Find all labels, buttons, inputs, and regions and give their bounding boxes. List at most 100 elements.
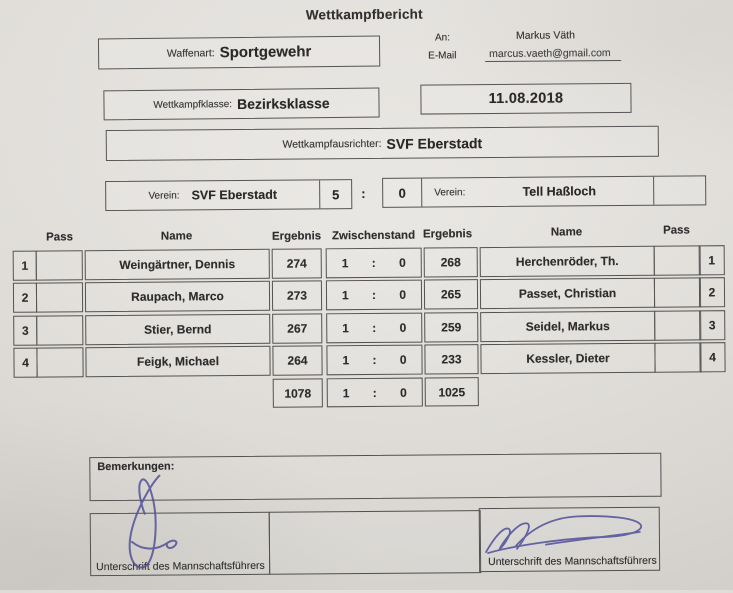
col-header-name-left: Name (160, 230, 193, 243)
intermediate-home: 1 (341, 256, 349, 271)
total-intermediate-score: 1 : 0 (326, 377, 423, 408)
result-left: 264 (272, 345, 323, 376)
bemerkungen-box: Bemerkungen: (89, 452, 662, 502)
recipient-an-value: Markus Väth (515, 29, 575, 42)
waffenart-label: Waffenart: (166, 46, 215, 60)
bemerkungen-label: Bemerkungen: (97, 460, 175, 474)
away-verein-label: Verein: (434, 186, 466, 198)
result-left: 274 (271, 248, 322, 279)
col-header-pass-left: Pass (46, 231, 74, 244)
pass-cell-left (35, 347, 84, 378)
intermediate-away: 0 (399, 320, 407, 335)
table-row: 3 Stier, Bernd 267 1 : 0 259 Seidel, Mar… (0, 310, 733, 346)
row-number-right: 4 (699, 342, 726, 373)
intermediate-score: 1 : 0 (325, 247, 422, 279)
ausrichter-box: Wettkampfausrichter: SVF Eberstadt (105, 125, 659, 162)
shooter-name-right: Passet, Christian (479, 277, 656, 310)
result-left: 273 (271, 280, 323, 311)
away-team-name: Tell Haßloch (522, 184, 597, 199)
col-header-zwischenstand: Zwischenstand (331, 229, 416, 243)
ausrichter-label: Wettkampfausrichter: (282, 137, 382, 151)
date-value: 11.08.2018 (488, 90, 564, 108)
intermediate-home: 1 (342, 385, 350, 400)
col-header-pass-right: Pass (663, 224, 690, 237)
away-score: 0 (398, 185, 406, 201)
shooter-name-left: Raupach, Marco (84, 280, 271, 313)
intermediate-away: 0 (399, 352, 407, 367)
intermediate-colon: : (371, 255, 376, 270)
total-result-left: 1078 (272, 378, 323, 408)
intermediate-colon: : (372, 320, 377, 335)
wettkampfklasse-box: Wettkampfklasse: Bezirksklasse (103, 87, 380, 121)
pass-cell-right (653, 245, 701, 276)
home-verein-box: Verein: SVF Eberstadt 5 (105, 179, 353, 212)
col-header-ergebnis-left: Ergebnis (271, 230, 322, 243)
recipient-email-value: marcus.vaeth@gmail.com (485, 46, 621, 63)
col-header-name-right: Name (550, 226, 583, 239)
row-number-left: 3 (13, 315, 38, 346)
intermediate-score: 1 : 0 (325, 279, 423, 311)
row-number-right: 2 (698, 277, 726, 308)
waffenart-value: Sportgewehr (219, 43, 312, 62)
pass-cell-left (35, 282, 83, 313)
result-right: 233 (424, 344, 479, 375)
pass-cell-right (653, 342, 702, 373)
intermediate-away: 0 (399, 255, 406, 270)
home-score: 5 (332, 186, 340, 202)
ausrichter-value: SVF Eberstadt (386, 134, 483, 152)
wettkampfklasse-value: Bezirksklasse (236, 95, 330, 113)
intermediate-home: 1 (342, 353, 350, 368)
signature-box-left: Unterschrift des Mannschaftsführers (89, 511, 271, 577)
recipient-email-label: E-Mail (428, 50, 457, 62)
score-colon: : (361, 186, 366, 202)
shooter-name-right: Kessler, Dieter (480, 342, 656, 375)
signature-box-right: Unterschrift des Mannschaftsführers (478, 506, 661, 573)
away-empty-cell (653, 176, 706, 205)
wettkampfklasse-label: Wettkampfklasse: (153, 98, 233, 111)
shooter-name-left: Feigk, Michael (85, 345, 271, 378)
page-title: Wettkampfbericht (305, 6, 423, 23)
shooter-name-right: Seidel, Markus (480, 310, 656, 343)
home-verein-label: Verein: (148, 189, 180, 202)
date-box: 11.08.2018 (420, 82, 632, 115)
row-number-right: 3 (699, 310, 726, 341)
intermediate-score: 1 : 0 (326, 312, 423, 344)
result-right: 268 (423, 247, 478, 278)
row-number-left: 1 (12, 250, 37, 281)
shooter-name-left: Weingärtner, Dennis (84, 248, 270, 281)
totals-row: 1078 1 : 0 1025 (1, 375, 733, 410)
signature-label-right: Unterschrift des Mannschaftsführers (488, 554, 657, 569)
intermediate-colon: : (372, 385, 377, 400)
row-number-right: 1 (698, 245, 725, 276)
pass-cell-left (35, 250, 83, 281)
result-left: 267 (272, 313, 323, 344)
home-team-name: SVF Eberstadt (191, 187, 278, 203)
pass-cell-left (35, 315, 83, 346)
waffenart-box: Waffenart: Sportgewehr (97, 35, 381, 70)
shooter-name-right: Herchenröder, Th. (479, 245, 655, 278)
pass-cell-right (653, 277, 701, 308)
result-right: 259 (424, 312, 479, 343)
col-header-ergebnis-right: Ergebnis (422, 228, 473, 241)
intermediate-home: 1 (341, 288, 349, 303)
row-number-left: 2 (12, 282, 38, 313)
total-result-right: 1025 (424, 377, 479, 407)
table-row: 2 Raupach, Marco 273 1 : 0 265 Passet, C… (0, 277, 733, 313)
intermediate-away: 0 (400, 385, 407, 400)
row-number-left: 4 (13, 347, 38, 378)
away-verein-box: 0 Verein: Tell Haßloch (382, 175, 707, 208)
shooter-name-left: Stier, Bernd (85, 313, 271, 346)
intermediate-colon: : (371, 287, 377, 302)
intermediate-score: 1 : 0 (326, 344, 423, 376)
signature-box-middle (268, 510, 481, 575)
intermediate-away: 0 (399, 287, 407, 302)
signature-label-left: Unterschrift des Mannschaftsführers (96, 559, 265, 574)
intermediate-home: 1 (342, 321, 350, 336)
result-right: 265 (423, 279, 479, 310)
table-row: 1 Weingärtner, Dennis 274 1 : 0 268 Herc… (0, 245, 733, 281)
recipient-an-label: An: (434, 32, 451, 44)
table-row: 4 Feigk, Michael 264 1 : 0 233 Kessler, … (0, 342, 733, 378)
pass-cell-right (653, 310, 701, 341)
intermediate-colon: : (372, 352, 377, 367)
